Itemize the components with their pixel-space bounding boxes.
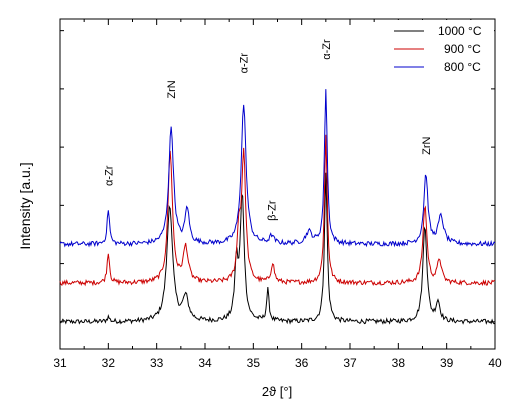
annotation-3: β-Zr xyxy=(267,200,279,221)
series-group xyxy=(59,89,496,325)
legend-label-1000: 1000 °C xyxy=(438,24,482,38)
legend: 1000 °C 900 °C 800 °C xyxy=(387,20,494,77)
annotation-0: α-Zr xyxy=(103,165,115,186)
x-tick-label-39: 39 xyxy=(440,356,454,370)
series-line-800 xyxy=(59,89,496,248)
x-tick-label-38: 38 xyxy=(392,356,406,370)
x-tick-label-32: 32 xyxy=(102,356,116,370)
annotations: α-Zr ZrN α-Zr β-Zr α-Zr ZrN xyxy=(103,39,433,221)
annotation-4: α-Zr xyxy=(321,39,333,60)
x-tick-label-37: 37 xyxy=(343,356,357,370)
annotation-5: ZrN xyxy=(421,137,433,155)
legend-label-900: 900 °C xyxy=(444,42,481,56)
legend-label-800: 800 °C xyxy=(444,60,481,74)
x-tick-label-31: 31 xyxy=(53,356,67,370)
x-tick-label-36: 36 xyxy=(295,356,309,370)
x-tick-label-34: 34 xyxy=(198,356,212,370)
x-tick-label-33: 33 xyxy=(150,356,164,370)
y-axis-label: Intensity [a.u.] xyxy=(17,162,33,249)
annotation-2: α-Zr xyxy=(239,53,251,74)
x-tick-label-40: 40 xyxy=(488,356,502,370)
x-axis-ticks: 31 32 33 34 35 36 37 38 39 40 xyxy=(53,19,502,370)
x-tick-label-35: 35 xyxy=(247,356,261,370)
series-line-1000 xyxy=(59,172,496,325)
annotation-1: ZrN xyxy=(166,80,178,98)
series-line-900 xyxy=(59,134,496,287)
x-axis-label: 2ϑ [°] xyxy=(262,384,292,399)
